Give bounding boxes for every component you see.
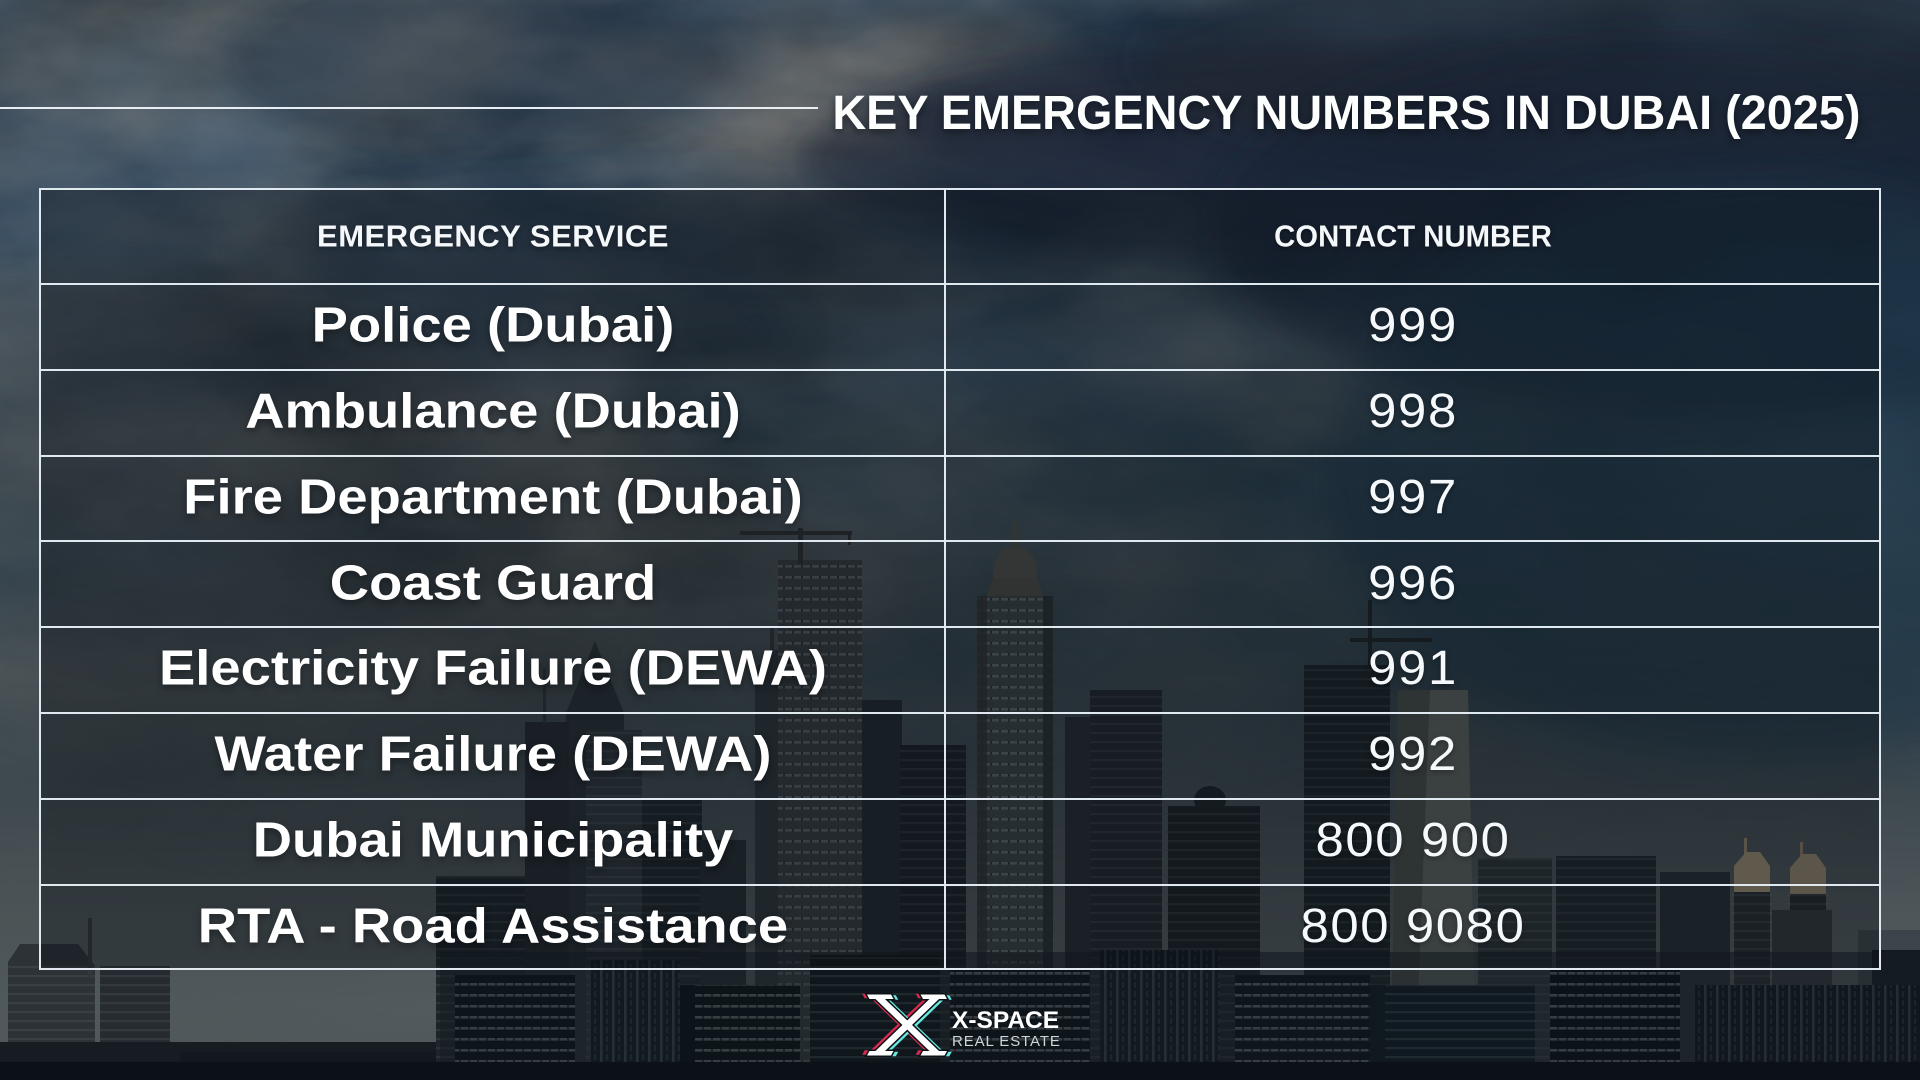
svg-text:X-SPACE: X-SPACE [952,1007,1059,1034]
svg-text:REAL ESTATE: REAL ESTATE [952,1033,1061,1050]
